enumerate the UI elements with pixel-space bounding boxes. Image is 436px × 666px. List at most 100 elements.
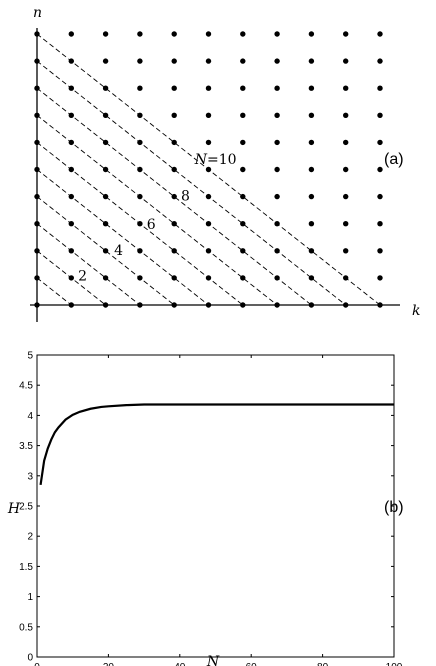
lattice-point xyxy=(102,31,109,37)
lattice-point xyxy=(377,139,383,146)
panel-b-series-line xyxy=(39,403,394,486)
lattice-point xyxy=(102,166,109,173)
panel-a-ylabel: n xyxy=(33,5,42,21)
lattice-point xyxy=(34,221,40,227)
lattice-point xyxy=(171,275,177,281)
lattice-point xyxy=(377,302,383,308)
panel-a-xlabel: k xyxy=(412,303,420,319)
lattice-point xyxy=(34,85,40,91)
lattice-point xyxy=(308,221,315,227)
lattice-point xyxy=(205,112,212,119)
y-tick-label: 0.5 xyxy=(19,622,33,633)
dashed-line-N4 xyxy=(36,196,175,306)
lattice-point xyxy=(308,248,315,254)
panel-a-points xyxy=(34,31,383,308)
lattice-point xyxy=(274,58,280,64)
lattice-point xyxy=(171,139,177,146)
lattice-point xyxy=(274,112,280,119)
lattice-point xyxy=(171,85,177,91)
lattice-point xyxy=(137,302,143,308)
lattice-point xyxy=(68,139,75,146)
lattice-point xyxy=(137,112,143,119)
lattice-point xyxy=(171,248,177,254)
y-tick-label: 0 xyxy=(27,653,33,664)
lattice-point xyxy=(102,302,109,308)
y-tick-label: 2.5 xyxy=(19,502,33,513)
lattice-point xyxy=(171,112,177,119)
lattice-point xyxy=(240,58,246,64)
lattice-point xyxy=(343,112,349,119)
lattice-point xyxy=(308,166,315,173)
lattice-point xyxy=(137,85,143,91)
lattice-point xyxy=(343,58,349,64)
lattice-point xyxy=(240,85,246,91)
lattice-point xyxy=(68,85,75,91)
lattice-point xyxy=(137,31,143,37)
lattice-point xyxy=(377,31,383,37)
lattice-point xyxy=(68,58,75,64)
lattice-point xyxy=(171,58,177,64)
lattice-point xyxy=(171,31,177,37)
x-tick-label: 20 xyxy=(103,662,115,666)
lattice-point xyxy=(308,193,315,200)
lattice-point xyxy=(308,85,315,91)
lattice-point xyxy=(343,275,349,281)
lattice-point xyxy=(34,139,40,146)
dashed-line-N3 xyxy=(36,223,141,306)
lattice-point xyxy=(137,248,143,254)
y-tick-label: 4 xyxy=(27,411,33,422)
lattice-point xyxy=(205,302,212,308)
panel-b-line-chart: 0 20 40 60 80 100 0 0.5 1 1.5 2 2.5 3 3.5 4 4.5 5 N H (… xyxy=(7,351,404,666)
annotation-label: 6 xyxy=(147,217,156,233)
panel-a-label: (a) xyxy=(384,151,404,168)
lattice-point xyxy=(171,193,177,200)
lattice-point xyxy=(68,302,75,308)
panel-b-xlabel: N xyxy=(206,654,220,666)
panel-b-y-ticks: 0 0.5 1 1.5 2 2.5 3 3.5 4 4.5 5 xyxy=(19,351,394,664)
lattice-point xyxy=(274,85,280,91)
lattice-point xyxy=(240,221,246,227)
lattice-point xyxy=(377,275,383,281)
lattice-point xyxy=(205,31,212,37)
x-tick-label: 0 xyxy=(34,662,40,666)
lattice-point xyxy=(137,139,143,146)
lattice-point xyxy=(102,58,109,64)
lattice-point xyxy=(171,302,177,308)
lattice-point xyxy=(308,275,315,281)
lattice-point xyxy=(68,166,75,173)
y-tick-label: 2 xyxy=(27,532,33,543)
lattice-point xyxy=(377,85,383,91)
lattice-point xyxy=(377,112,383,119)
lattice-point xyxy=(377,166,383,173)
lattice-point xyxy=(68,221,75,227)
lattice-point xyxy=(34,58,40,64)
lattice-point xyxy=(137,193,143,200)
dashed-line-N7 xyxy=(36,114,278,306)
y-tick-label: 3.5 xyxy=(19,441,33,452)
panel-b-label: (b) xyxy=(384,499,404,516)
lattice-point xyxy=(240,193,246,200)
annotation-label: 8 xyxy=(181,189,190,205)
lattice-point xyxy=(274,139,280,146)
lattice-point xyxy=(308,31,315,37)
lattice-point xyxy=(102,221,109,227)
lattice-point xyxy=(34,248,40,254)
y-tick-label: 3 xyxy=(27,471,33,482)
annotation-label: 2 xyxy=(78,269,87,285)
x-tick-label: 60 xyxy=(246,662,258,666)
lattice-point xyxy=(240,31,246,37)
x-tick-label: 80 xyxy=(317,662,329,666)
lattice-point xyxy=(274,193,280,200)
dashed-line-N8 xyxy=(36,87,312,306)
lattice-point xyxy=(308,58,315,64)
lattice-point xyxy=(205,275,212,281)
lattice-point xyxy=(68,193,75,200)
lattice-point xyxy=(205,193,212,200)
lattice-point xyxy=(274,31,280,37)
lattice-point xyxy=(377,248,383,254)
lattice-point xyxy=(102,139,109,146)
lattice-point xyxy=(377,221,383,227)
lattice-point xyxy=(34,275,40,281)
lattice-point xyxy=(34,193,40,200)
dashed-line-N5 xyxy=(36,169,209,306)
